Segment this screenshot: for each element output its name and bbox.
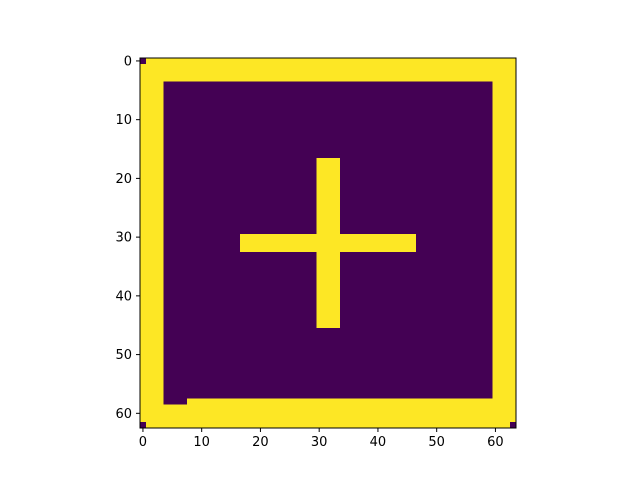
y-tick-label: 10 — [115, 113, 132, 128]
x-tick-label: 40 — [370, 435, 387, 450]
y-tick-label: 50 — [115, 348, 132, 363]
heatmap-region-right-border — [492, 58, 516, 428]
heatmap-region-bottom-border — [140, 404, 516, 428]
heatmap-region-bottom-step — [187, 398, 516, 405]
x-tick-label: 20 — [252, 435, 269, 450]
y-tick-label: 20 — [115, 172, 132, 187]
heatmap-region-corner-bottom-right — [510, 422, 516, 428]
y-tick-label: 60 — [115, 407, 132, 422]
x-tick-label: 50 — [428, 435, 445, 450]
heatmap-region-top-border — [140, 58, 516, 82]
y-tick-label: 0 — [124, 54, 132, 69]
x-tick-label: 10 — [193, 435, 210, 450]
x-tick-label: 60 — [487, 435, 504, 450]
y-tick-label: 30 — [115, 231, 132, 246]
x-axis: 0 10 20 30 40 50 60 — [139, 428, 504, 450]
y-axis: 0 10 20 30 40 50 60 — [115, 54, 140, 422]
y-tick-label: 40 — [115, 289, 132, 304]
heatmap-region-corner-bottom-left — [140, 422, 146, 428]
x-tick-label: 30 — [311, 435, 328, 450]
axes-frame — [139, 57, 517, 429]
x-tick-label: 0 — [139, 435, 147, 450]
heatmap-cells — [140, 58, 516, 428]
heatmap-region-cross-horizontal — [239, 234, 417, 252]
heatmap-region-corner-top-left — [140, 58, 146, 64]
heatmap-region-left-border — [140, 58, 164, 428]
